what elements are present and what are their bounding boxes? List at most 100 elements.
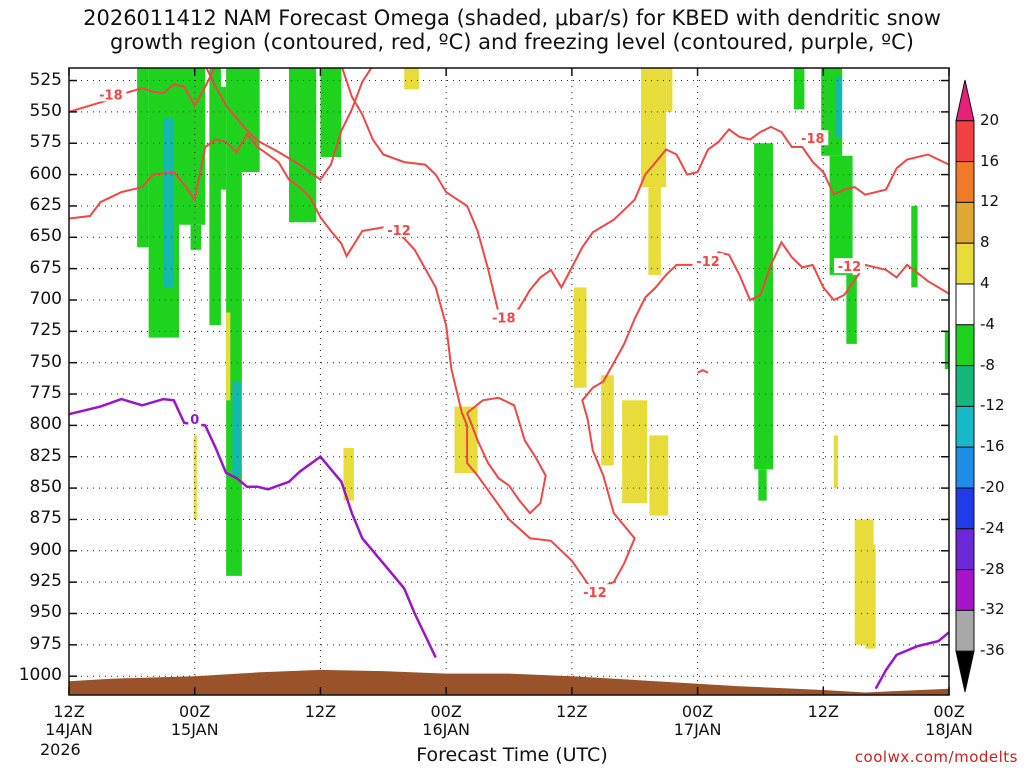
omega-shade-up_light — [320, 68, 342, 158]
omega-shade-up_light — [944, 331, 949, 369]
colorbar-segment — [955, 569, 975, 611]
omega-shade-up_light — [754, 143, 773, 470]
chart-title-line2: growth region (contoured, red, ºC) and f… — [110, 30, 914, 54]
y-tick-label: 600 — [29, 163, 62, 184]
contour-label-bg — [579, 584, 611, 600]
colorbar-label: -28 — [980, 559, 1005, 578]
omega-shade-down_weak — [193, 435, 197, 520]
omega-shade-up_light — [289, 68, 317, 223]
colorbar-segment — [955, 242, 975, 285]
x-axis-year: 2026 — [40, 740, 81, 759]
colorbar-label: -16 — [980, 437, 1005, 456]
y-tick-label: 750 — [29, 351, 62, 372]
contour-label-bg — [833, 258, 865, 274]
chart-title-line1: 2026011412 NAM Forecast Omega (shaded, μ… — [83, 6, 941, 30]
freezing-level-line — [69, 397, 437, 658]
omega-shade-down_weak — [601, 375, 614, 466]
colorbar-segment — [955, 120, 975, 163]
colorbar-label: -12 — [980, 396, 1005, 415]
colorbar-label: 8 — [980, 233, 990, 252]
omega-shade-up_light — [758, 469, 767, 501]
contour-label-bg — [383, 221, 415, 237]
plot-frame — [68, 67, 950, 696]
contour-label: -12 — [387, 224, 411, 239]
plot-area: -18 -12 -18 -12 -12 -18 -12 0 — [69, 68, 949, 695]
colorbar-segment — [955, 161, 975, 203]
dgz-isotherm — [697, 369, 709, 374]
colorbar-label: 20 — [980, 110, 1000, 129]
colorbar-label: 16 — [980, 151, 1000, 170]
y-tick-label: 675 — [29, 257, 62, 278]
omega-shade-up_light — [137, 68, 149, 248]
colorbar-label: -4 — [980, 314, 995, 333]
colorbar-segment — [955, 365, 975, 407]
colorbar-label: 4 — [980, 274, 990, 292]
colorbar-segment — [955, 528, 975, 571]
y-tick-label: 875 — [29, 508, 62, 529]
omega-shade-up_strong — [163, 118, 174, 288]
y-tick-label: 1000 — [18, 665, 62, 686]
colorbar-segment — [955, 609, 975, 652]
omega-shade-down_weak — [343, 447, 354, 501]
contour-label: -18 — [801, 132, 825, 147]
contour-label-bg — [488, 309, 520, 325]
colorbar-segment — [955, 446, 975, 489]
omega-shade-down_weak — [573, 287, 587, 388]
omega-shade-up_light — [793, 68, 805, 110]
x-tick-label: 12Z — [807, 702, 839, 721]
x-tick-label: 00Z 18JAN — [925, 702, 973, 739]
omega-shade-down_weak — [641, 68, 667, 188]
y-tick-label: 925 — [29, 571, 62, 592]
colorbar-segment — [955, 405, 975, 448]
y-tick-label: 900 — [29, 539, 62, 560]
colorbar-label: -36 — [980, 641, 1005, 660]
y-tick-label: 800 — [29, 414, 62, 435]
contour-label-bg — [95, 86, 127, 102]
x-tick-label: 00Z 16JAN — [422, 702, 470, 739]
colorbar-label: -20 — [980, 478, 1005, 496]
y-tick-label: 525 — [29, 69, 62, 90]
y-tick-label: 950 — [29, 602, 62, 623]
colorbar-label: 12 — [980, 192, 1000, 211]
omega-shade-up_strong — [835, 76, 843, 137]
colorbar-segment — [955, 283, 975, 326]
contour-label: -12 — [583, 586, 607, 601]
terrain-fill — [69, 669, 949, 695]
omega-shade-down_weak — [226, 312, 231, 401]
omega-shade-up_light — [911, 205, 918, 288]
colorbar-segment — [955, 201, 975, 244]
omega-shade-up_light — [829, 155, 853, 275]
dgz-isotherm — [466, 396, 547, 515]
x-tick-label: 00Z 15JAN — [170, 702, 219, 739]
omega-shade-down_weak — [833, 435, 838, 489]
omega-shade-down_weak — [404, 68, 419, 90]
y-tick-label: 775 — [29, 383, 62, 404]
contour-label-bg — [797, 130, 829, 146]
y-tick-label: 825 — [29, 445, 62, 466]
omega-shade-up_strong — [232, 381, 241, 476]
omega-shade-up_light — [237, 68, 260, 173]
x-axis-title: Forecast Time (UTC) — [416, 744, 608, 766]
colorbar-label: -24 — [980, 518, 1005, 537]
contour-label: -12 — [696, 255, 720, 270]
omega-shade-down_weak — [454, 406, 478, 474]
contour-label-bg — [692, 253, 724, 269]
omega-shade-up_light — [173, 68, 206, 225]
omega-shade-down_weak — [648, 187, 661, 275]
y-tick-label: 850 — [29, 477, 62, 498]
omega-shade-down_weak — [666, 68, 673, 112]
contour-label: -12 — [838, 260, 862, 275]
contour-label-bg — [188, 411, 202, 427]
x-tick-label: 00Z 17JAN — [673, 702, 722, 739]
y-tick-label: 650 — [29, 226, 62, 247]
x-tick-label: 12Z — [304, 702, 337, 721]
omega-shade-up_light — [846, 274, 857, 344]
y-tick-label: 625 — [29, 194, 62, 215]
x-tick-label: 12Z 14JAN — [45, 702, 93, 739]
dgz-isotherm — [341, 68, 949, 322]
y-tick-label: 725 — [29, 320, 62, 341]
colorbar-bottom-arrow — [955, 650, 975, 693]
colorbar-top-arrow — [955, 79, 975, 122]
colorbar-segment — [955, 324, 975, 367]
